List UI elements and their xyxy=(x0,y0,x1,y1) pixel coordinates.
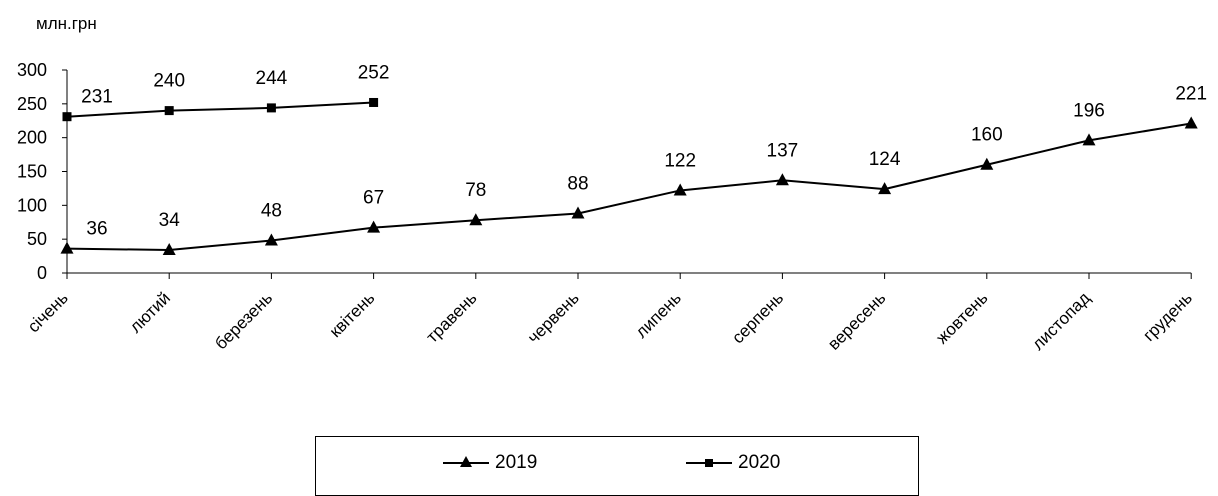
legend-item-2020: 2020 xyxy=(684,451,780,475)
data-label-2020: 244 xyxy=(256,68,288,89)
data-label-2019: 88 xyxy=(567,173,588,194)
data-point-2019 xyxy=(60,241,74,254)
line-chart: 0 50 100 150 200 250 300 січень лютий березень кві… xyxy=(17,60,1207,354)
square-marker-icon xyxy=(686,459,732,467)
x-tick-label: жовтень xyxy=(932,288,991,347)
data-label-2019: 48 xyxy=(261,201,282,222)
data-label-2019: 36 xyxy=(86,219,107,240)
y-tick-label: 250 xyxy=(17,94,47,114)
data-label-2019: 34 xyxy=(159,210,181,231)
series-line-2019 xyxy=(66,122,1192,251)
data-point-2020 xyxy=(369,97,379,107)
data-label-2019: 137 xyxy=(767,140,799,161)
x-tick-label: серпень xyxy=(728,288,787,347)
series-line-2020 xyxy=(66,101,374,118)
data-point-2020 xyxy=(266,103,276,113)
legend: 2019 2020 xyxy=(315,436,919,496)
data-point-2019 xyxy=(1082,133,1096,146)
x-tick-label: квітень xyxy=(326,288,379,341)
data-point-2019 xyxy=(775,173,789,186)
x-tick-label: червень xyxy=(524,288,583,347)
data-point-2019 xyxy=(162,242,176,255)
data-point-2019 xyxy=(673,183,687,196)
triangle-marker-icon xyxy=(443,456,489,467)
x-tick-label: листопад xyxy=(1028,288,1093,353)
data-label-2019: 122 xyxy=(664,150,696,171)
data-point-2019 xyxy=(980,157,994,170)
y-tick-label: 200 xyxy=(17,128,47,148)
data-label-2020: 252 xyxy=(358,62,390,83)
data-point-2019 xyxy=(469,213,483,226)
y-tick-label: 50 xyxy=(27,229,47,249)
x-tick-label: грудень xyxy=(1139,288,1196,345)
y-tick-label: 0 xyxy=(37,263,47,283)
y-tick-label: 100 xyxy=(17,195,47,215)
y-tick-label: 150 xyxy=(17,162,47,182)
x-tick-label: березень xyxy=(211,288,276,353)
x-tick-label: липень xyxy=(632,288,685,341)
x-tick-label: лютий xyxy=(126,288,174,336)
y-tick-label: 300 xyxy=(17,60,47,80)
data-label-2020: 240 xyxy=(153,71,185,92)
data-label-2020: 231 xyxy=(81,87,113,108)
data-point-2019 xyxy=(264,233,278,246)
data-point-2019 xyxy=(367,220,381,233)
legend-item-2019: 2019 xyxy=(441,451,537,475)
data-label-2019: 78 xyxy=(465,180,486,201)
data-point-2019 xyxy=(878,182,892,195)
data-label-2019: 67 xyxy=(363,188,384,209)
data-label-2019: 124 xyxy=(869,149,901,170)
data-point-2019 xyxy=(1184,116,1198,129)
data-point-2020 xyxy=(62,112,72,122)
x-tick-label: січень xyxy=(24,288,72,336)
legend-label-2019: 2019 xyxy=(495,452,538,473)
x-tick-label: вересень xyxy=(824,288,889,353)
data-label-2019: 160 xyxy=(971,125,1003,146)
x-tick-label: травень xyxy=(422,288,480,346)
data-point-2020 xyxy=(164,106,174,116)
y-unit-label: млн.грн xyxy=(36,14,97,33)
data-point-2019 xyxy=(571,206,585,219)
legend-label-2020: 2020 xyxy=(738,452,781,473)
data-label-2019: 196 xyxy=(1073,100,1105,121)
data-label-2019: 221 xyxy=(1175,83,1207,104)
